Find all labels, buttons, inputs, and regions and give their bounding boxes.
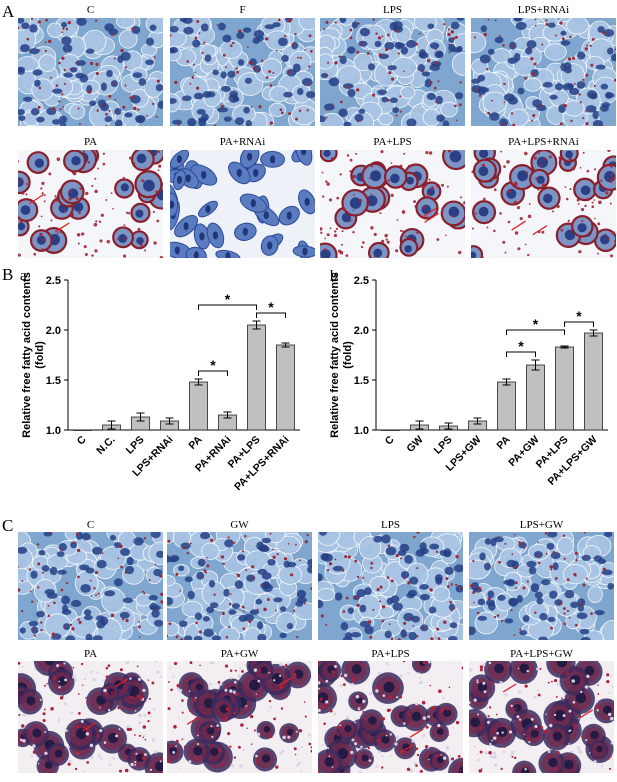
image-label: LPS	[383, 4, 402, 16]
micrograph	[320, 18, 465, 126]
subpanel-label-a: a	[20, 268, 27, 284]
micrograph	[170, 150, 315, 258]
significance-star: *	[210, 357, 216, 373]
x-tick-label: GW	[404, 434, 425, 455]
subpanel-label-b: b	[330, 268, 338, 284]
significance-star: *	[576, 308, 582, 324]
image-label: LPS+GW	[519, 519, 564, 531]
error-bar	[531, 359, 540, 371]
error-bar	[252, 320, 261, 330]
bar	[584, 332, 603, 431]
image-label: PA+LPS	[373, 136, 412, 148]
error-bar	[502, 378, 511, 386]
error-bar	[194, 378, 203, 386]
significance-bracket	[564, 321, 594, 327]
error-bar	[223, 411, 232, 419]
bar	[189, 381, 208, 431]
micrograph	[18, 150, 163, 258]
micrograph	[167, 661, 312, 773]
image-label: PA+LPS+RNAi	[508, 136, 579, 148]
y-tick-label: 2.0	[46, 325, 61, 337]
significance-bracket	[198, 304, 257, 310]
image-label: C	[86, 4, 95, 16]
micrograph	[170, 18, 315, 126]
significance-bracket	[198, 370, 228, 376]
image-label: GW	[230, 519, 249, 531]
y-axis-title: Relative free fatty acid contents(fold)	[329, 272, 354, 438]
image-label: F	[239, 4, 246, 16]
bar-chart-b: Relative free fatty acid contents(fold)1…	[329, 272, 608, 488]
micrograph	[18, 532, 163, 640]
micrograph	[471, 150, 616, 258]
y-tick-label: 2.5	[354, 275, 369, 287]
micrograph	[469, 532, 614, 640]
panel-label-b: B	[2, 265, 14, 284]
micrograph	[318, 532, 463, 640]
y-tick-label: 1.5	[354, 375, 369, 387]
y-tick-label: 1.5	[46, 375, 61, 387]
bar	[73, 429, 92, 431]
image-label: LPS	[381, 519, 400, 531]
y-tick-label: 1.0	[46, 425, 61, 437]
image-label: C	[86, 519, 95, 531]
micrograph	[318, 661, 463, 773]
significance-bracket	[506, 329, 565, 335]
x-tick-label: N.C.	[94, 434, 117, 457]
error-bar	[589, 329, 598, 337]
significance-star: *	[518, 338, 524, 354]
image-label: PA+LPS	[371, 648, 410, 660]
y-tick-label: 2.5	[46, 275, 61, 287]
error-bar	[281, 342, 290, 348]
x-tick-label: PA	[186, 433, 205, 452]
micrograph	[471, 18, 616, 126]
x-tick-label: PA	[494, 433, 513, 452]
micrograph	[18, 661, 163, 773]
image-label: PA+GW	[220, 648, 259, 660]
bar	[276, 344, 295, 431]
bar	[526, 364, 545, 431]
image-label: PA+LPS+GW	[510, 648, 573, 660]
bar	[381, 429, 400, 431]
bar	[247, 324, 266, 431]
micrograph	[18, 18, 163, 126]
panel-label-c: C	[2, 516, 14, 535]
significance-star: *	[533, 316, 539, 332]
x-tick-label: LPS	[124, 434, 147, 457]
bar	[555, 346, 574, 431]
image-label: PA	[83, 648, 98, 660]
micrograph	[167, 532, 312, 640]
error-bar	[107, 420, 116, 430]
error-bar	[444, 422, 453, 430]
x-tick-label: C	[383, 433, 397, 447]
significance-bracket	[506, 351, 536, 357]
image-label: LPS+RNAi	[517, 4, 570, 16]
error-bar	[415, 420, 424, 430]
error-bar	[560, 345, 569, 349]
image-label: PA+RNAi	[219, 136, 266, 148]
significance-star: *	[225, 291, 231, 307]
significance-bracket	[256, 312, 286, 318]
y-tick-label: 1.0	[354, 425, 369, 437]
image-label: PA	[83, 136, 98, 148]
error-bar	[136, 412, 145, 422]
bar-chart-a: Relative free fatty acid contents(fold)1…	[21, 272, 300, 493]
significance-star: *	[268, 299, 274, 315]
bar	[497, 381, 516, 431]
y-axis-title: Relative free fatty acid contents(fold)	[21, 272, 46, 438]
x-tick-label: C	[75, 433, 89, 447]
panel-label-a: A	[2, 2, 15, 21]
x-tick-label: LPS	[432, 434, 455, 457]
error-bar	[165, 417, 174, 425]
micrograph	[320, 150, 465, 258]
y-tick-label: 2.0	[354, 325, 369, 337]
micrograph	[469, 661, 614, 773]
error-bar	[473, 417, 482, 425]
